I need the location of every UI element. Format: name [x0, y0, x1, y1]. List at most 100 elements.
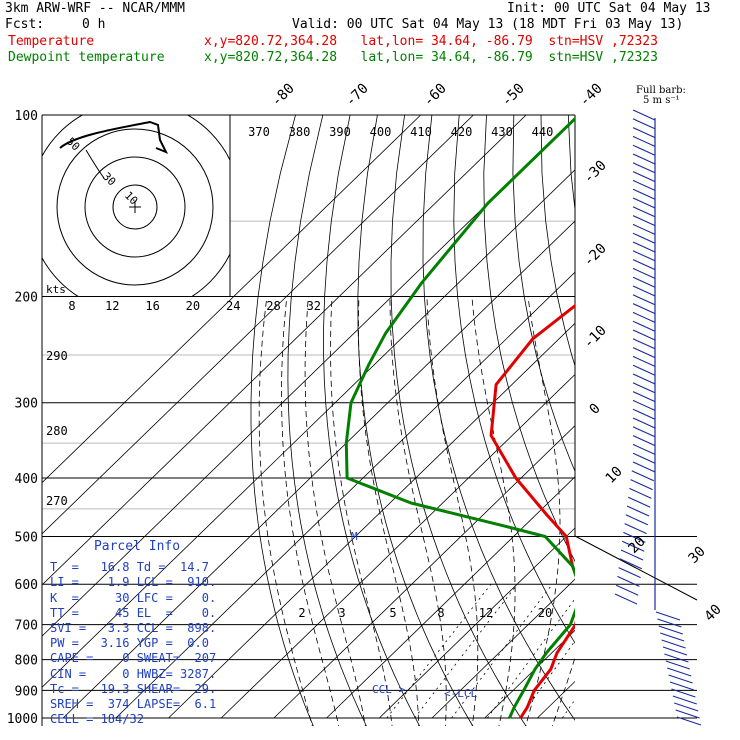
theta-e-label-400: 400	[370, 125, 392, 139]
theta-label-270: 270	[46, 494, 68, 508]
parcel-info-row: TT = 45 EL = 0.	[50, 605, 217, 620]
wind-barb	[618, 567, 641, 579]
isotherm-label--60: -60	[421, 81, 450, 110]
lcl-label: <-LCL	[444, 687, 477, 700]
wind-barb	[621, 540, 645, 552]
theta-e-label-410: 410	[410, 125, 432, 139]
temperature-line	[489, 303, 575, 719]
pressure-label-800: 800	[15, 654, 38, 669]
wind-barb-low	[658, 625, 683, 635]
wind-barb	[632, 364, 656, 376]
wind-barb-low	[675, 709, 700, 719]
speed-tick-28: 28	[266, 299, 280, 313]
wind-barb	[614, 593, 638, 605]
wind-barb-low	[660, 632, 685, 642]
parcel-info-row: CAPE = 0 SWEAT= 207	[50, 651, 217, 666]
wind-barb-low	[665, 660, 690, 670]
moist-adiabat-30	[577, 297, 684, 731]
wind-barb	[632, 426, 656, 438]
wind-barb	[632, 435, 656, 447]
wind-barb	[623, 531, 646, 543]
isotherm-10	[484, 629, 575, 719]
dry-adiabat-330	[512, 115, 575, 473]
wind-barb-low	[671, 688, 696, 698]
pressure-label-100: 100	[15, 109, 38, 124]
wind-barb	[632, 250, 656, 262]
isotherm-label-0: 0	[587, 401, 604, 418]
speed-tick-24: 24	[226, 299, 240, 313]
wind-barb	[632, 127, 656, 139]
dry-adiabat-380	[650, 115, 740, 731]
wind-barb	[632, 188, 656, 200]
pressure-label-1000: 1000	[7, 712, 38, 727]
wind-barb-low	[657, 618, 682, 628]
mixing-ratio-label-2: 2	[298, 606, 305, 620]
dry-adiabat-370	[623, 115, 740, 731]
wind-barb	[632, 109, 656, 121]
hodograph-bg	[42, 115, 230, 296]
isotherm-label--80: -80	[269, 81, 298, 110]
wind-barb	[626, 505, 650, 517]
wind-barb	[620, 549, 644, 561]
isotherm--120	[42, 115, 421, 484]
dry-adiabat-260	[287, 115, 367, 726]
wind-barb	[632, 329, 656, 341]
isotherm-0	[431, 578, 575, 719]
wind-barb-low	[664, 653, 689, 663]
wind-barb	[632, 399, 656, 411]
wind-barb-low	[655, 611, 681, 621]
init-time: Init: 00 UTC Sat 04 May 13	[507, 1, 711, 16]
wind-barb	[632, 144, 656, 156]
mixing-ratio-label-5: 5	[389, 606, 396, 620]
wind-barb	[632, 162, 656, 174]
dry-adiabat-290	[390, 115, 527, 726]
wind-barb-low	[661, 639, 686, 649]
hodograph-trace-low	[85, 149, 105, 179]
wind-barb-low	[667, 667, 692, 677]
isotherm-40	[643, 115, 740, 718]
wind-barb	[632, 347, 656, 359]
parcel-info-row: T = 16.8 Td = 14.7	[50, 560, 209, 575]
isotherm-label-10: 10	[603, 464, 626, 487]
wind-barb	[632, 391, 656, 403]
wind-barb	[632, 303, 656, 315]
dry-adiabat-280	[357, 115, 474, 726]
barb-legend-line1: Full barb:	[636, 85, 686, 96]
moist-adiabat--15	[281, 296, 340, 726]
isotherm--30	[273, 425, 575, 719]
pressure-label-300: 300	[15, 397, 38, 412]
dry-adiabat-340	[540, 115, 575, 368]
hodograph-trace	[59, 120, 169, 154]
hodograph-kts-label: kts	[46, 283, 66, 296]
wind-barb	[627, 496, 651, 508]
wind-barb	[632, 171, 656, 183]
wind-barb	[632, 417, 656, 429]
parcel-info-row: CIN = 0 HWBZ= 3287.	[50, 666, 217, 681]
parcel-info-row: SVI = 3.3 CCL = 898.	[50, 621, 217, 636]
theta-e-label-430: 430	[491, 125, 513, 139]
ccl-label: CCL >	[372, 683, 405, 696]
wind-barb	[632, 408, 656, 420]
wind-barb	[619, 558, 643, 570]
moist-adiabat-20	[525, 296, 561, 726]
dry-adiabat-310	[453, 115, 575, 644]
dry-adiabat-270	[323, 115, 421, 726]
isotherm--110	[42, 115, 474, 535]
valid-time: Valid: 00 UTC Sat 04 May 13 (18 MDT Fri …	[292, 17, 684, 32]
moist-adiabat-5	[389, 296, 447, 726]
wind-barb	[617, 575, 640, 587]
speed-tick-20: 20	[186, 299, 200, 313]
dry-adiabat-300	[422, 115, 575, 721]
wind-barb	[632, 338, 656, 350]
wind-barb	[632, 135, 656, 147]
moist-adiabat-40	[630, 297, 740, 731]
parcel-info-title: Parcel Info	[93, 539, 181, 554]
dewpoint-legend: Dewpoint temperature	[8, 50, 165, 65]
parcel-info-row: Tc = 19.3 SHEAR= 29.	[50, 681, 217, 696]
parcel-info-row: PW = 3.16 YGP = 0.0	[50, 636, 209, 651]
temperature-location: x,y=820.72,364.28 lat,lon= 34.64, -86.79…	[204, 34, 658, 49]
isotherm-label--70: -70	[343, 81, 372, 110]
wind-barb-low	[669, 681, 695, 691]
